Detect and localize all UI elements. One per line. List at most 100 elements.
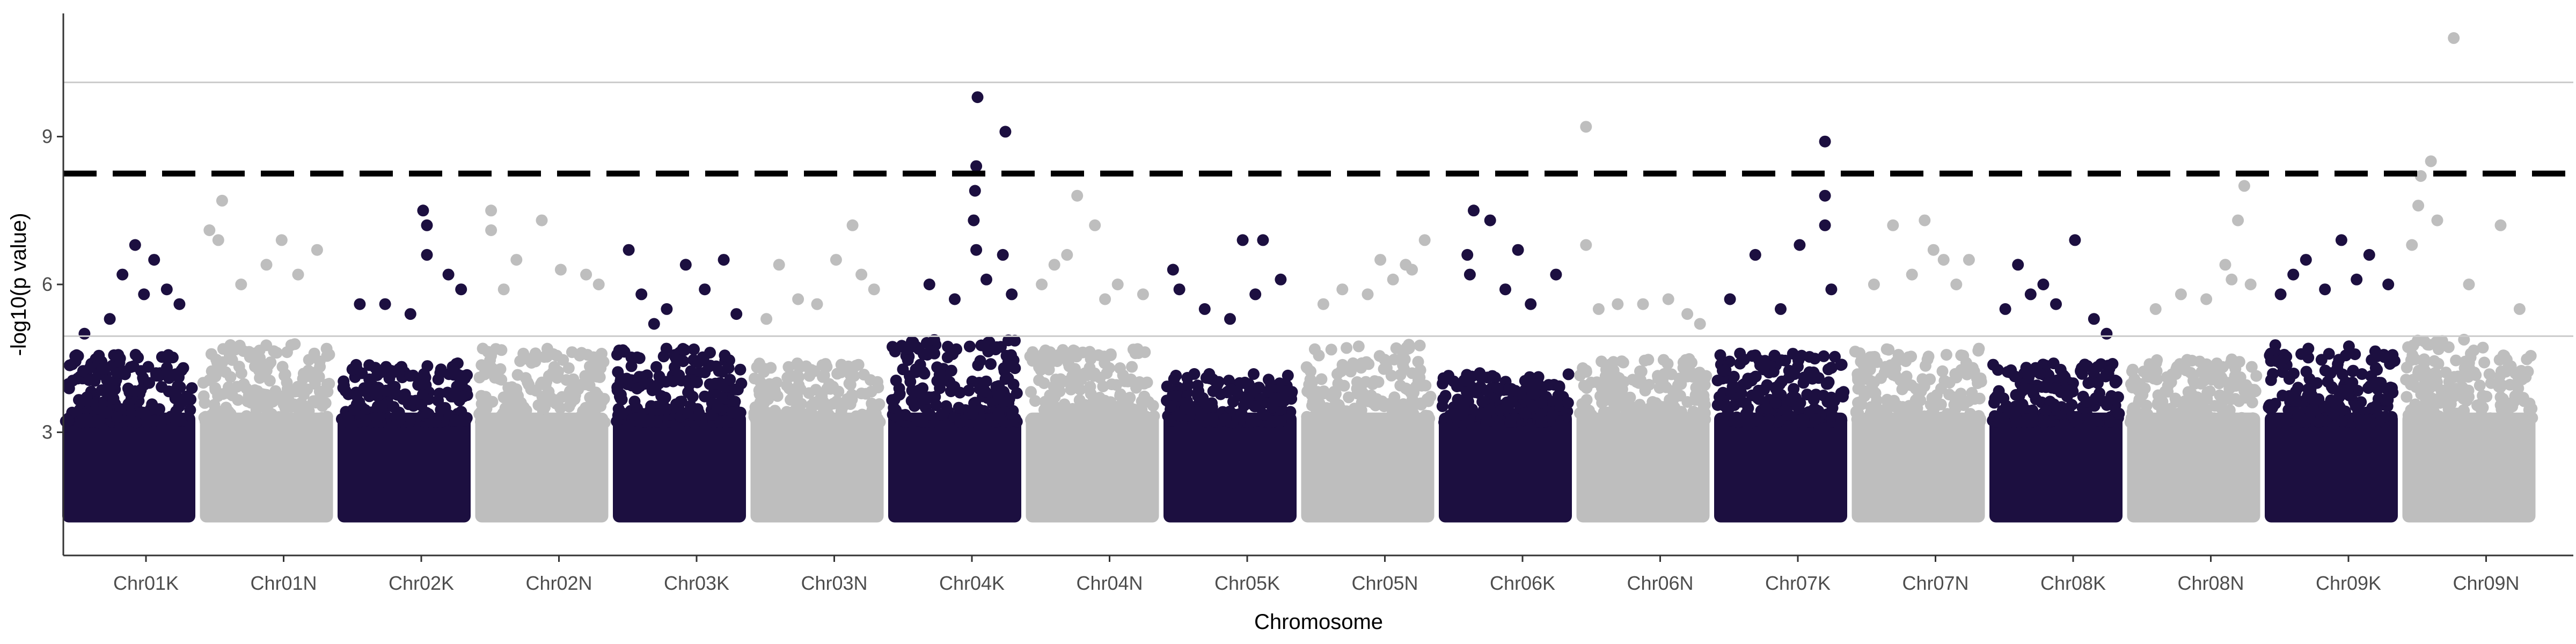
data-point (591, 389, 604, 401)
peak-point (1999, 303, 2011, 315)
peak-point (773, 259, 785, 271)
point-cloud (2127, 412, 2260, 523)
data-point (2480, 390, 2493, 402)
data-point (1634, 365, 1646, 377)
data-point (1315, 373, 1328, 385)
peak-point (235, 279, 247, 290)
data-point (2204, 385, 2216, 398)
data-point (255, 397, 267, 409)
data-point (2244, 416, 2257, 428)
data-point (495, 410, 507, 422)
data-point (77, 365, 89, 377)
data-point (1094, 371, 1106, 384)
peak-point (2406, 239, 2418, 251)
data-point (2378, 351, 2390, 363)
peak-point (485, 224, 497, 236)
data-point (1466, 370, 1478, 383)
data-point (477, 342, 489, 355)
data-point (1397, 359, 1409, 371)
data-point (2505, 360, 2517, 372)
peak-point (1257, 234, 1269, 246)
data-point (1850, 406, 1862, 418)
peak-point (2412, 200, 2425, 212)
peak-point (2200, 293, 2213, 305)
x-tick-label: Chr08K (2040, 572, 2106, 594)
chromosome-Chr01K-points (60, 239, 198, 523)
data-point (902, 354, 914, 366)
peak-point (1374, 254, 1387, 266)
peak-point (1461, 248, 1474, 261)
data-point (1763, 414, 1775, 426)
data-point (1864, 384, 1877, 396)
data-point (809, 416, 821, 428)
data-point (1759, 355, 1771, 367)
peak-point (1036, 279, 1048, 290)
x-tick-label: Chr01N (250, 572, 317, 594)
data-point (2319, 415, 2331, 427)
data-point (1823, 376, 1835, 389)
data-point (813, 394, 825, 407)
data-point (724, 415, 736, 428)
data-point (2202, 364, 2214, 377)
point-cloud (1163, 412, 1297, 523)
data-point (2311, 377, 2323, 389)
data-point (1675, 406, 1687, 418)
data-point (2496, 416, 2508, 429)
data-point (1553, 380, 1565, 392)
data-point (930, 399, 942, 412)
data-point (103, 383, 115, 395)
data-point (1406, 393, 1418, 406)
peak-point (1089, 219, 1101, 231)
data-point (1110, 379, 1123, 391)
data-point (896, 340, 908, 352)
data-point (913, 384, 925, 397)
data-point (714, 416, 726, 428)
data-point (2193, 355, 2206, 368)
peak-point (2037, 279, 2050, 290)
peak-point (855, 268, 868, 281)
data-point (1617, 356, 1629, 369)
data-point (2477, 341, 2489, 354)
data-point (1672, 379, 1684, 392)
data-point (724, 374, 736, 386)
data-point (2198, 375, 2210, 387)
data-point (888, 401, 900, 414)
data-point (1768, 349, 1781, 362)
data-point (186, 382, 198, 394)
data-point (729, 383, 741, 396)
data-point (205, 348, 217, 360)
data-point (985, 358, 997, 370)
data-point (245, 397, 257, 409)
data-point (1562, 368, 1575, 380)
data-point (1139, 346, 1151, 358)
data-point (1760, 402, 1773, 414)
peak-point (1525, 298, 1537, 310)
data-point (1893, 402, 1906, 414)
data-point (63, 382, 75, 394)
peak-point (173, 298, 186, 310)
x-tick-label: Chr02N (525, 572, 592, 594)
data-point (251, 413, 262, 426)
data-point (1872, 416, 1884, 428)
peak-point (354, 298, 366, 310)
data-point (1325, 343, 1337, 356)
data-point (1772, 387, 1784, 399)
point-cloud (1301, 412, 1435, 523)
data-point (170, 389, 182, 401)
data-point (599, 416, 611, 429)
data-point (127, 360, 140, 372)
data-point (2407, 374, 2419, 386)
peak-point (1061, 248, 1073, 261)
data-point (1769, 397, 1782, 409)
peak-point (1418, 234, 1431, 246)
data-point (1025, 386, 1037, 398)
data-point (1061, 375, 1073, 387)
data-point (223, 414, 236, 426)
data-point (596, 348, 608, 360)
data-point (2159, 385, 2171, 398)
data-point (1262, 374, 1275, 386)
data-point (1106, 403, 1118, 415)
data-point (1509, 385, 1521, 397)
data-point (838, 415, 851, 428)
data-point (928, 334, 940, 346)
